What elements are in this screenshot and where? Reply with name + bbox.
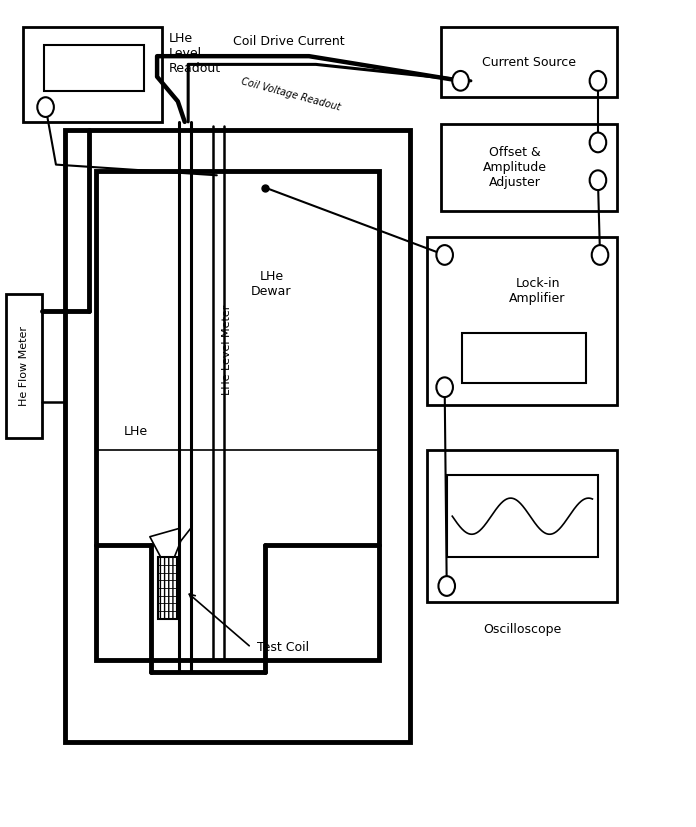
Bar: [462, 333, 586, 384]
Text: LHe Level Meter: LHe Level Meter: [222, 304, 232, 395]
Bar: [427, 451, 617, 602]
Text: Coil Voltage Readout: Coil Voltage Readout: [240, 77, 342, 112]
Bar: [96, 451, 379, 660]
Text: Offset &
Amplitude
Adjuster: Offset & Amplitude Adjuster: [483, 146, 547, 189]
Circle shape: [38, 98, 54, 117]
Bar: [96, 171, 379, 660]
Text: LHe: LHe: [124, 425, 148, 438]
Bar: [158, 557, 177, 619]
Text: Current Source: Current Source: [482, 56, 576, 69]
Circle shape: [436, 245, 453, 265]
Text: Oscilloscope: Oscilloscope: [483, 623, 562, 636]
Bar: [45, 45, 144, 91]
Bar: [24, 27, 161, 122]
Circle shape: [438, 576, 455, 596]
Circle shape: [592, 245, 608, 265]
Circle shape: [452, 71, 469, 91]
Bar: [441, 27, 617, 98]
Text: Coil Drive Current: Coil Drive Current: [233, 35, 345, 48]
Bar: [6, 294, 42, 438]
Text: LHe
Level
Readout: LHe Level Readout: [168, 31, 221, 74]
Text: Test Coil: Test Coil: [257, 641, 309, 654]
Bar: [441, 124, 617, 211]
Circle shape: [436, 377, 453, 397]
Text: Lock-in
Amplifier: Lock-in Amplifier: [509, 277, 566, 305]
Text: LHe
Dewar: LHe Dewar: [251, 270, 292, 298]
Text: He Flow Meter: He Flow Meter: [19, 327, 29, 406]
Bar: [447, 475, 598, 557]
Circle shape: [590, 132, 606, 152]
Bar: [427, 237, 617, 405]
Circle shape: [590, 170, 606, 190]
Bar: [65, 130, 410, 742]
Circle shape: [590, 71, 606, 91]
